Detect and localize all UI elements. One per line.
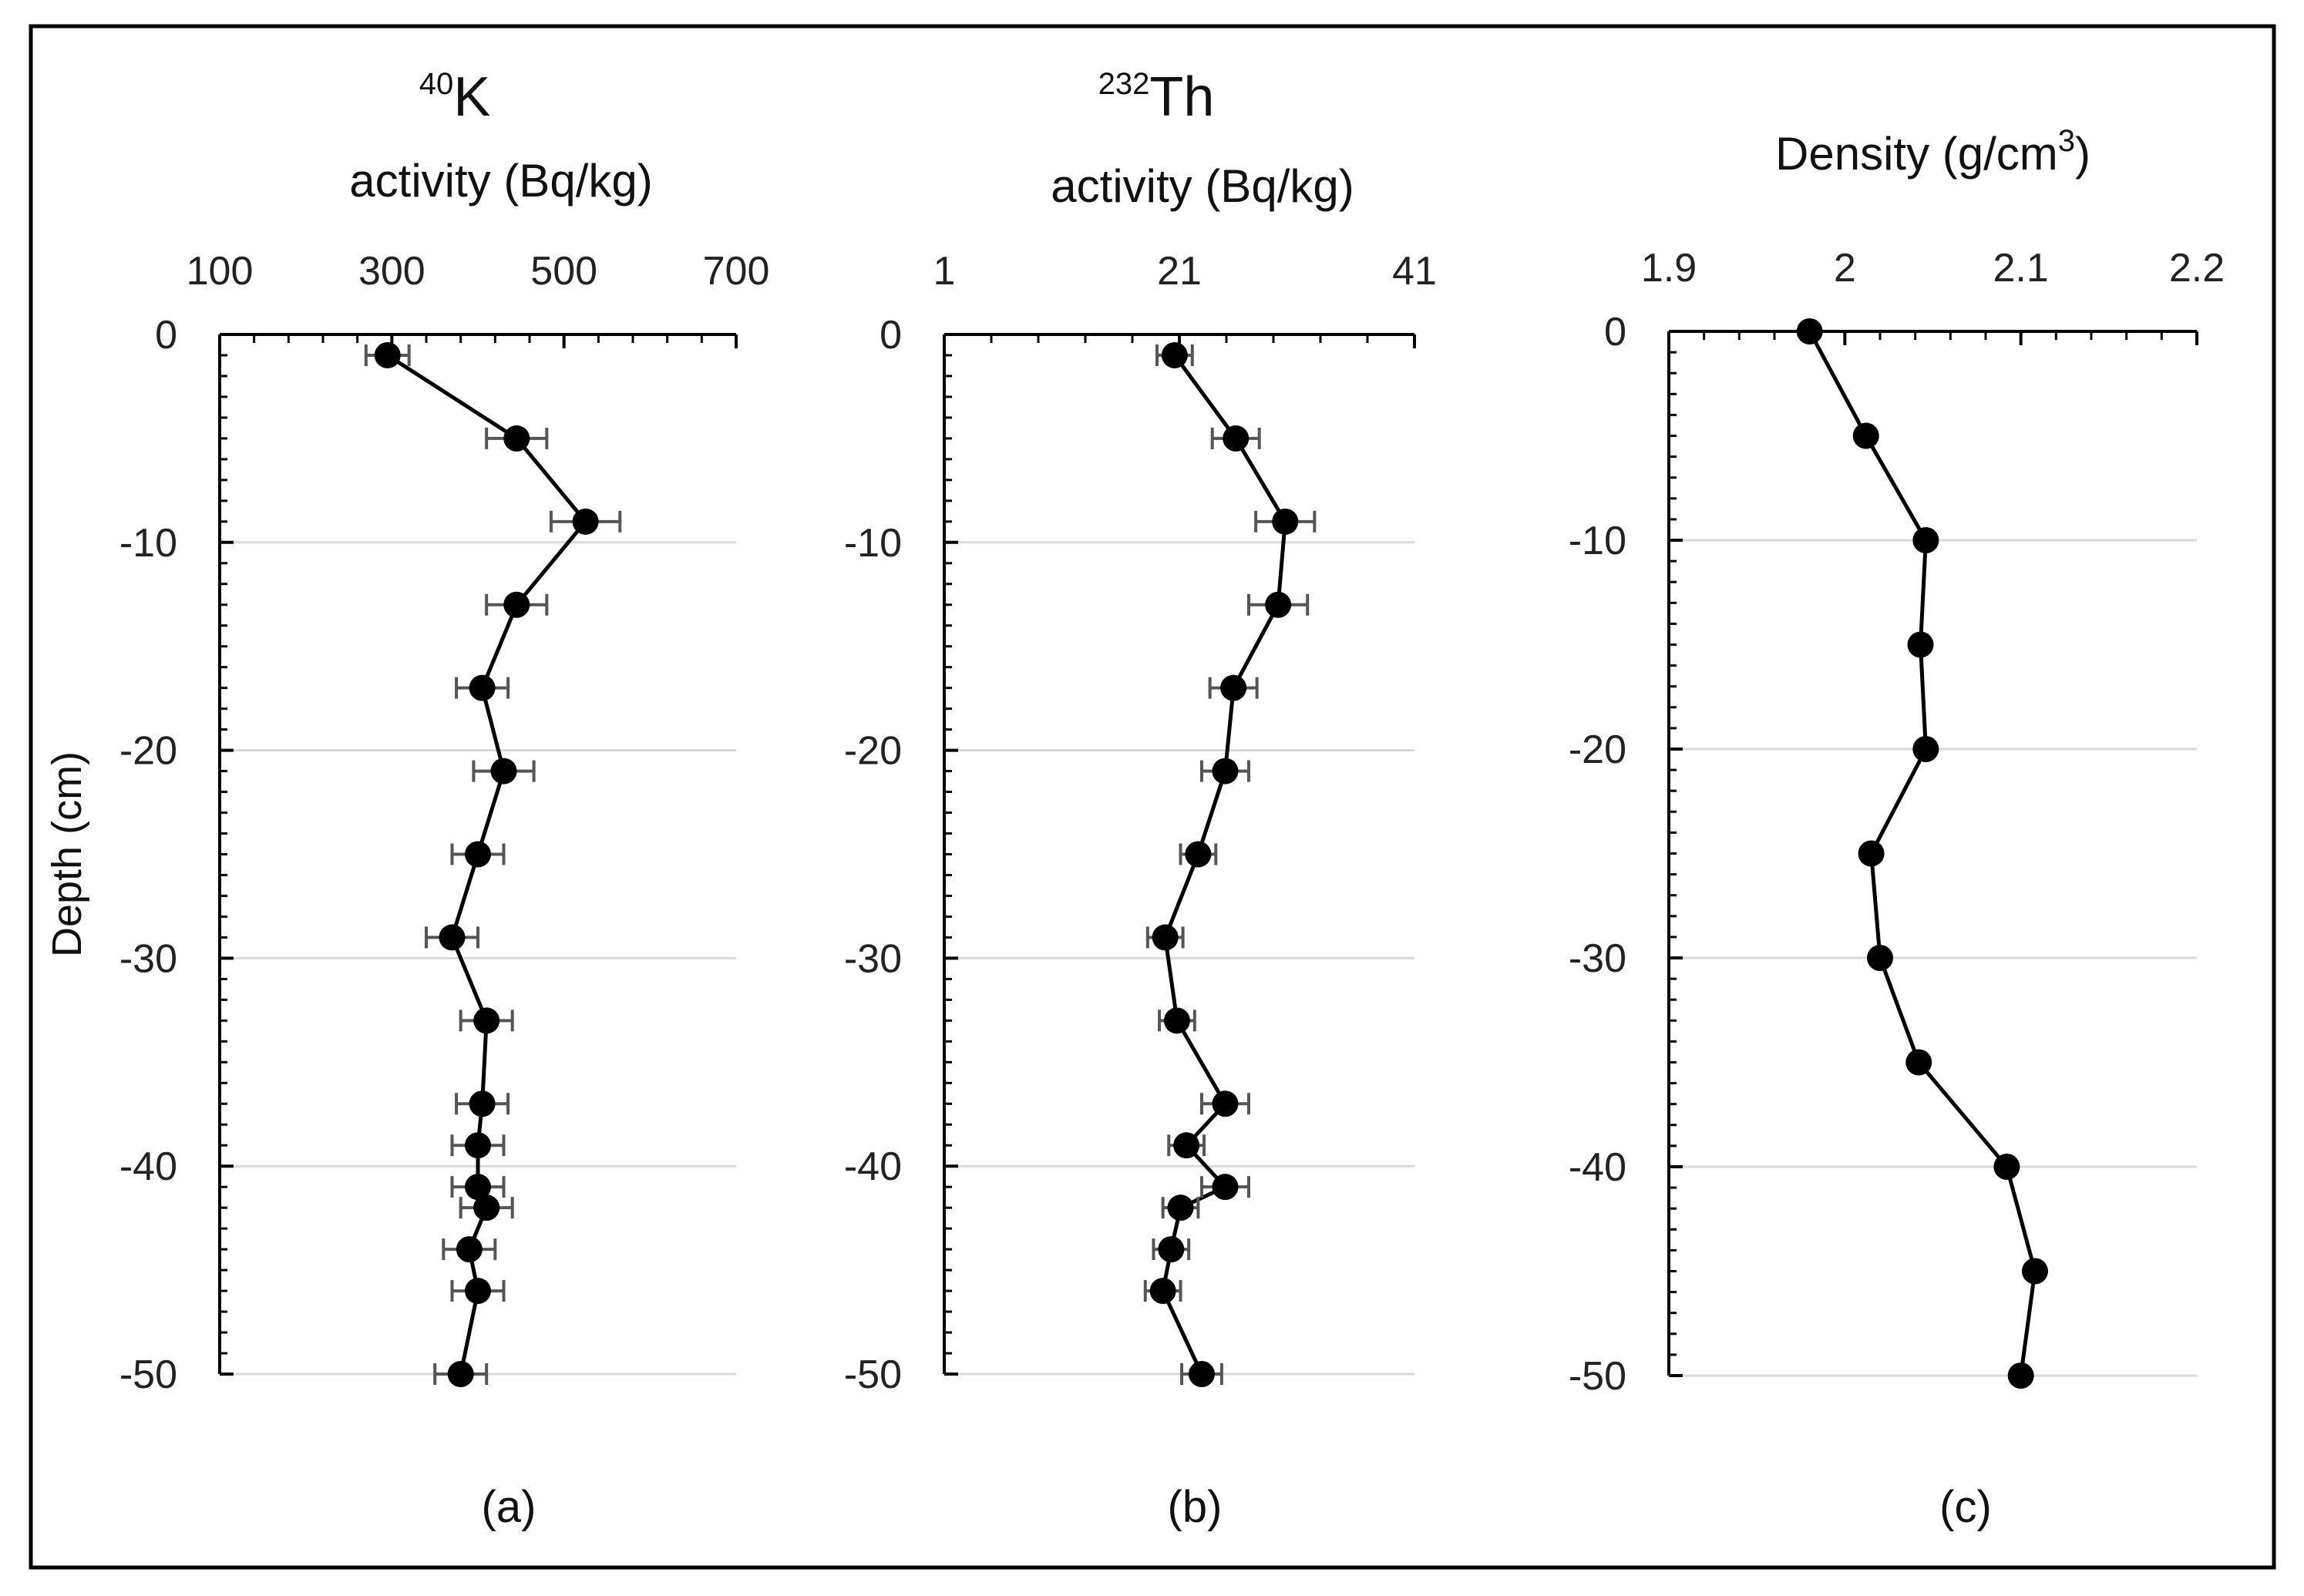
panel-2-data-point	[1161, 341, 1188, 368]
panel-1-data-point	[572, 508, 599, 535]
panel-1-title-symbol: K	[453, 66, 490, 128]
panel-3-y-tick-label: -20	[1569, 727, 1626, 772]
panel-1-data-point	[374, 341, 401, 368]
panel-2-x-tick-label: 21	[1157, 249, 1202, 294]
panel-1-y-tick-label: -30	[119, 936, 177, 981]
panel-1-x-tick-label: 100	[187, 249, 254, 294]
panel-1-y-tick-label: -50	[119, 1352, 177, 1397]
panel-2-title-symbol: Th	[1149, 66, 1214, 128]
panel-3-title: Density (g/cm3)	[1775, 124, 2090, 180]
panel-1-data-point	[503, 425, 530, 452]
panel-2-data-point	[1223, 425, 1250, 452]
panel-2-y-tick-label: -20	[844, 729, 902, 774]
panel-1-data-point	[503, 591, 530, 618]
panel-1-data-point	[447, 1361, 474, 1387]
panel-2-data-point	[1212, 1090, 1239, 1117]
panel-1-label: (a)	[482, 1482, 536, 1532]
panel-3-label: (c)	[1939, 1482, 1992, 1532]
panel-1-data-point	[465, 841, 491, 868]
panel-2-y-tick-label: -40	[844, 1144, 902, 1189]
panel-3-data-point	[2007, 1362, 2034, 1389]
panel-3-data-point	[1858, 840, 1885, 867]
panel-1-x-tick-label: 300	[358, 249, 425, 294]
panel-3-data-point	[1912, 736, 1939, 762]
panel-1-data-point	[490, 758, 517, 785]
panel-3-y-tick-label: -50	[1569, 1354, 1626, 1399]
panel-3-y-tick-label: -40	[1569, 1145, 1626, 1190]
panel-2-data-point	[1188, 1361, 1215, 1387]
panel-2-data-point	[1212, 1174, 1239, 1201]
panel-1-title-superscript: 40	[419, 67, 454, 101]
panel-1-x-axis-label: activity (Bq/kg)	[349, 155, 652, 207]
panel-3-title-superscript: 3	[2058, 124, 2075, 158]
panel-2-y-tick-label: -30	[844, 936, 902, 981]
panel-2-x-axis-label: activity (Bq/kg)	[1051, 160, 1354, 212]
panel-3-data-point	[1993, 1154, 2020, 1180]
panel-3-title-main: Density (g/cm	[1775, 128, 2058, 180]
panel-2-data-point	[1265, 591, 1292, 618]
panel-2-x-tick-label: 41	[1392, 249, 1437, 294]
panel-3-data-point	[1867, 945, 1893, 971]
panel-1-y-tick-label: -40	[119, 1144, 177, 1189]
panel-1-data-point	[465, 1278, 491, 1305]
panel-3-x-tick-label: 1.9	[1641, 246, 1697, 291]
panel-1-x-tick-label: 700	[703, 249, 770, 294]
panel-3-data-point	[1852, 422, 1879, 449]
panel-1-data-point	[469, 674, 496, 701]
panel-2-data-point	[1152, 924, 1179, 951]
panel-2-title: 232Th	[1098, 66, 1215, 128]
panel-2-data-point	[1212, 758, 1239, 785]
panel-1-data-point	[465, 1132, 491, 1159]
panel-1-y-tick-label: 0	[155, 313, 177, 358]
panel-3-series-line	[1808, 330, 2037, 1376]
panel-1-series-line	[386, 353, 588, 1375]
panel-2-x-tick-label: 1	[933, 249, 956, 294]
panel-3-y-tick-label: -30	[1569, 936, 1626, 981]
panel-3-data-point	[2021, 1258, 2048, 1285]
panel-1-data-point	[439, 924, 466, 951]
panel-1-data-point	[456, 1236, 483, 1263]
panel-2-y-tick-label: -50	[844, 1352, 902, 1397]
panel-2-data-point	[1220, 674, 1247, 701]
panel-1-title: 40K	[419, 66, 491, 128]
panel-2-data-point	[1185, 841, 1212, 868]
panel-2-data-point	[1167, 1194, 1194, 1221]
panel-2-data-point	[1173, 1132, 1200, 1159]
panel-2-series-line	[1161, 354, 1287, 1376]
figure-border	[29, 24, 2276, 1570]
panel-3-title-end: )	[2075, 128, 2090, 180]
panel-2-y-tick-label: -10	[844, 521, 902, 566]
panel-3-y-tick-label: -10	[1569, 519, 1626, 563]
panel-3-x-tick-label: 2.1	[1993, 246, 2049, 291]
panel-1-data-point	[469, 1090, 496, 1117]
panel-2-label: (b)	[1168, 1482, 1223, 1532]
panel-1-x-tick-label: 500	[530, 249, 597, 294]
panel-2-data-point	[1272, 508, 1299, 535]
panel-3-data-point	[1912, 527, 1939, 553]
panel-2-data-point	[1158, 1236, 1185, 1263]
panel-3-data-point	[1796, 318, 1823, 344]
panel-3-data-point	[1907, 631, 1934, 658]
panel-2-title-superscript: 232	[1098, 67, 1150, 101]
panel-1-y-tick-label: -20	[119, 729, 177, 774]
panel-1-y-axis-label: Depth (cm)	[44, 751, 90, 957]
panel-3-x-tick-label: 2.2	[2169, 246, 2225, 291]
panel-1-data-point	[473, 1007, 500, 1034]
panel-1-data-point	[473, 1194, 500, 1221]
panel-2-y-tick-label: 0	[880, 313, 902, 358]
panel-2-data-point	[1149, 1278, 1176, 1305]
panel-3-data-point	[1905, 1049, 1932, 1076]
panel-3-y-tick-label: 0	[1604, 310, 1626, 354]
panel-1-y-tick-label: -10	[119, 521, 177, 566]
panel-2-data-point	[1163, 1007, 1190, 1034]
panel-3-x-tick-label: 2	[1834, 246, 1856, 291]
panel-1-data-point	[465, 1174, 491, 1201]
